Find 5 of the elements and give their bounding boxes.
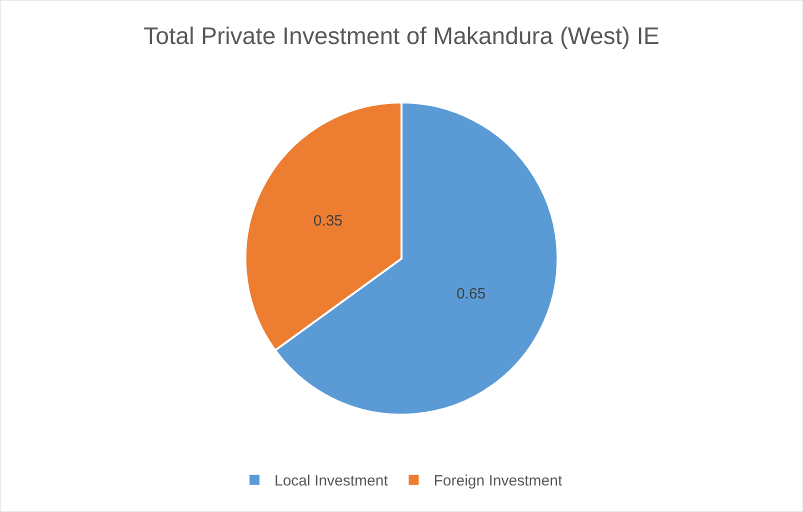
data-label: 0.35 [313,212,343,230]
legend-label: Foreign Investment [434,472,563,490]
chart-title: Total Private Investment of Makandura (West) IE [144,23,660,50]
legend-label: Local Investment [274,472,389,490]
data-label: 0.65 [456,286,486,303]
